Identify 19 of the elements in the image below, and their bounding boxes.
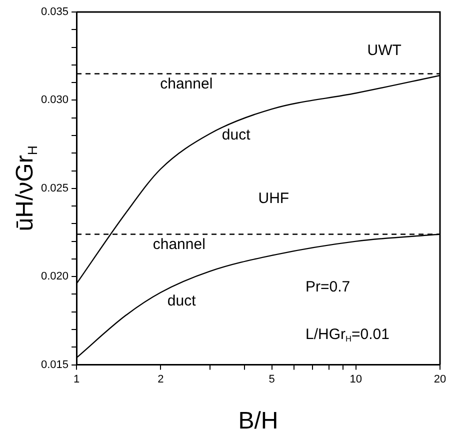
x-axis-title: B/H xyxy=(238,408,278,435)
y-tick-label: 0.025 xyxy=(40,182,69,194)
x-tick-label: 1 xyxy=(73,373,80,386)
annotation: channel xyxy=(152,236,206,253)
x-tick-label: 10 xyxy=(350,373,362,386)
y-tick-label: 0.015 xyxy=(40,358,69,371)
x-tick-label: 20 xyxy=(434,373,446,386)
annotation: duct xyxy=(222,126,252,144)
x-tick-label: 2 xyxy=(158,373,164,386)
annotation: channel xyxy=(160,75,213,92)
annotation: UWT xyxy=(367,42,402,59)
y-tick-label: 0.035 xyxy=(40,6,69,18)
annotation: duct xyxy=(167,292,197,310)
text: 0.020 xyxy=(40,270,69,283)
y-axis-title: ūH/νGrH xyxy=(12,146,40,232)
x-tick-label: 5 xyxy=(268,373,275,386)
y-tick-label: 0.030 xyxy=(40,94,69,106)
annotation: UHF xyxy=(258,190,290,208)
annotation: Pr=0.7 xyxy=(306,278,350,296)
